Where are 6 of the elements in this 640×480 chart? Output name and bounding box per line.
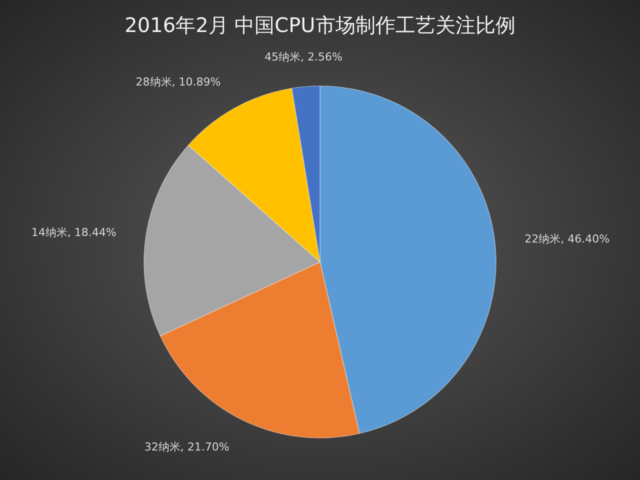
- slice-label: 14纳米, 18.44%: [31, 226, 116, 239]
- slice-label: 22纳米, 46.40%: [524, 232, 610, 246]
- chart-title: 2016年2月 中国CPU市场制作工艺关注比例: [124, 13, 516, 37]
- slice-label: 45纳米, 2.56%: [264, 50, 342, 64]
- slice-label: 32纳米, 21.70%: [144, 440, 230, 454]
- slice-label: 28纳米, 10.89%: [136, 75, 221, 88]
